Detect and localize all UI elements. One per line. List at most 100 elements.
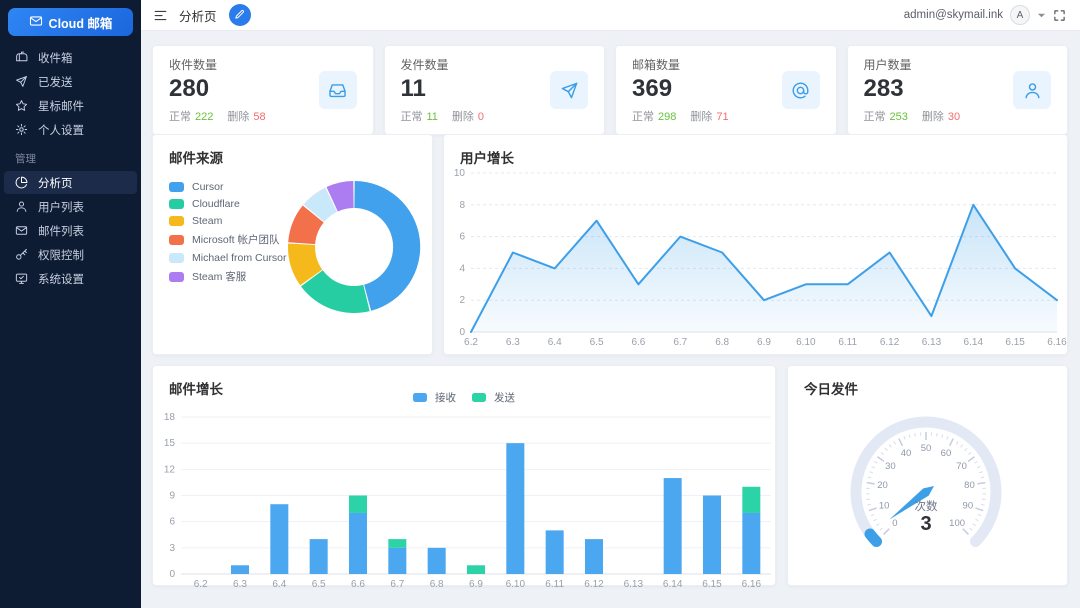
page-title: 分析页 <box>179 9 217 24</box>
pie-legend-item-1[interactable]: Cloudflare <box>169 198 287 210</box>
sidebar-nav-admin: 分析页 用户列表 邮件列表 权限控制 系统设置 <box>0 171 141 290</box>
bar-接收-6.7[interactable] <box>388 547 407 574</box>
at-icon <box>781 71 820 110</box>
stat-footer: 正常 222 删除 58 <box>169 108 266 124</box>
bar-发送-6.16[interactable] <box>742 486 761 513</box>
gauge-tick <box>967 456 975 463</box>
sidebar-item-system-settings[interactable]: 系统设置 <box>4 267 137 290</box>
sidebar-item-label: 已发送 <box>38 76 73 89</box>
bar-接收-6.11[interactable] <box>545 530 564 574</box>
gauge-tick <box>974 461 978 464</box>
gauge-tick <box>969 527 973 531</box>
sidebar-item-mail-list[interactable]: 邮件列表 <box>4 219 137 242</box>
x-axis-label: 6.11 <box>838 337 857 348</box>
user-growth-card: 用户增长 0 2 4 6 8 10 6.2 6.3 6.4 6.5 6.6 6.7 6.8 6.9 6.10… <box>443 134 1068 355</box>
x-axis-label: 6.2 <box>464 337 478 348</box>
x-axis-label: 6.9 <box>757 337 771 348</box>
bar-接收-6.5[interactable] <box>309 539 328 574</box>
pie-legend-item-4[interactable]: Michael from Cursor <box>169 252 287 264</box>
sidebar-item-users[interactable]: 用户列表 <box>4 195 137 218</box>
fullscreen-icon[interactable] <box>1053 9 1066 22</box>
bar-接收-6.4[interactable] <box>270 504 289 574</box>
legend-label: Steam 客服 <box>192 271 247 283</box>
x-axis-label: 6.16 <box>742 579 762 588</box>
bar-接收-6.3[interactable] <box>231 565 249 574</box>
paper-plane-icon <box>550 71 588 110</box>
pie-legend-item-3[interactable]: Microsoft 帐户团队 <box>169 232 287 247</box>
sidebar-item-analytics[interactable]: 分析页 <box>4 171 137 194</box>
sidebar-item-inbox[interactable]: 收件箱 <box>4 46 137 69</box>
sidebar-item-profile-settings[interactable]: 个人设置 <box>4 118 137 141</box>
pie-slice-2[interactable] <box>288 243 323 286</box>
bar-接收-6.6[interactable] <box>349 512 367 574</box>
bar-发送-6.6[interactable] <box>349 495 367 513</box>
gauge-tick <box>879 527 883 531</box>
y-axis-label: 0 <box>459 327 465 338</box>
bar-legend-item-1[interactable]: 发送 <box>472 390 515 405</box>
gauge-tick-label: 50 <box>921 443 932 454</box>
gauge-tick-label: 100 <box>949 518 965 529</box>
stat-title: 收件数量 <box>169 58 218 72</box>
x-axis-label: 6.4 <box>272 579 286 588</box>
gauge-tick <box>888 444 892 448</box>
x-axis-label: 6.14 <box>663 579 683 588</box>
sidebar-item-permissions[interactable]: 权限控制 <box>4 243 137 266</box>
pie-legend: Cursor Cloudflare Steam Microsoft 帐户团队 Micha… <box>169 181 287 284</box>
key-icon <box>15 248 28 261</box>
x-axis-label: 6.12 <box>584 579 604 588</box>
bar-发送-6.9[interactable] <box>467 565 485 574</box>
bar-接收-6.14[interactable] <box>663 478 682 574</box>
line-series[interactable] <box>470 203 1058 333</box>
stat-card-sent: 发件数量 11 正常 11 删除 0 <box>383 45 605 136</box>
y-axis-label: 6 <box>169 517 175 528</box>
pie-slice-3[interactable] <box>288 205 324 245</box>
gauge-tick <box>867 476 872 479</box>
stat-deleted-value: 30 <box>947 111 961 124</box>
pie-legend-item-5[interactable]: Steam 客服 <box>169 269 287 284</box>
bar-接收-6.8[interactable] <box>427 547 446 574</box>
gauge-tick <box>946 436 949 440</box>
pie-legend-item-0[interactable]: Cursor <box>169 181 287 193</box>
gauge-tick <box>968 451 972 456</box>
sidebar-nav-main: 收件箱已发送星标邮件 个人设置 <box>0 46 141 141</box>
gear-icon <box>15 123 28 136</box>
bar-接收-6.10[interactable] <box>506 443 525 574</box>
pie-legend-item-2[interactable]: Steam <box>169 215 287 227</box>
pie-slice-5[interactable] <box>326 181 354 212</box>
x-axis-label: 6.9 <box>469 579 483 588</box>
legend-swatch <box>169 234 184 245</box>
sidebar-item-sent[interactable]: 已发送 <box>4 70 137 93</box>
pie-slice-4[interactable] <box>303 187 337 222</box>
menu-collapse-icon[interactable] <box>153 8 168 23</box>
x-axis-label: 6.10 <box>506 579 526 588</box>
stat-normal-label: 正常 <box>169 111 191 124</box>
sidebar-group-label: 管理 <box>15 153 36 165</box>
gauge-tick <box>903 436 906 440</box>
caret-down-icon[interactable] <box>1037 11 1046 20</box>
avatar[interactable]: A <box>1010 5 1030 25</box>
x-axis-label: 6.5 <box>590 337 604 348</box>
y-axis-label: 12 <box>164 464 176 475</box>
bar-接收-6.12[interactable] <box>585 539 603 574</box>
gauge-tick <box>873 518 877 522</box>
today-sent-card: 今日发件 0 10 20 30 40 50 60 70 80 90 100 次数 3 <box>787 365 1068 586</box>
inbox-tray-icon <box>318 71 357 110</box>
bar-legend-item-0[interactable]: 接收 <box>413 390 456 405</box>
x-axis-label: 6.4 <box>548 337 562 348</box>
legend-label: Michael from Cursor <box>192 252 287 264</box>
pie-slice-1[interactable] <box>301 270 370 314</box>
app-logo[interactable]: Cloud 邮箱 <box>8 8 133 36</box>
stat-deleted-label: 删除 <box>690 111 713 124</box>
sidebar-item-starred[interactable]: 星标邮件 <box>4 94 137 117</box>
stat-footer: 正常 253 删除 30 <box>864 108 961 124</box>
edit-button[interactable] <box>228 4 251 26</box>
bar-接收-6.15[interactable] <box>703 495 721 575</box>
x-axis-label: 6.12 <box>880 337 900 348</box>
bar-发送-6.7[interactable] <box>388 539 407 548</box>
pie-slice-0[interactable] <box>354 181 421 311</box>
bar-接收-6.16[interactable] <box>742 512 761 574</box>
gauge-tick <box>914 432 916 437</box>
gauge-tick <box>955 441 959 445</box>
stat-title: 用户数量 <box>863 58 912 72</box>
gauge-tick <box>977 513 982 517</box>
